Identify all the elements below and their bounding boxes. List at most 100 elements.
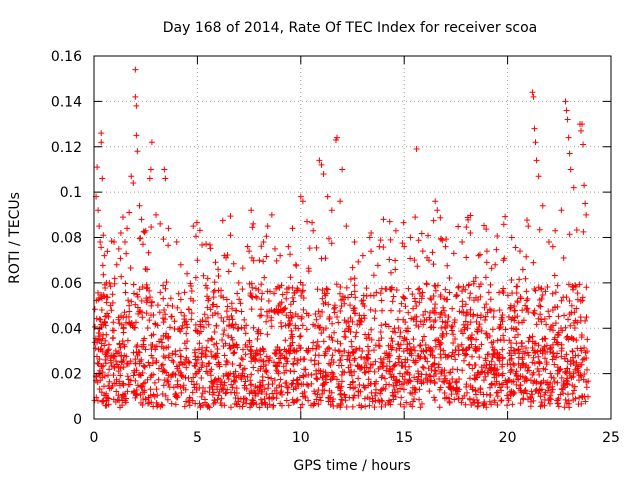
roti-noise-point [153, 386, 160, 393]
roti-noise-point [357, 354, 364, 361]
roti-noise-point [277, 376, 284, 383]
roti-noise-point [342, 334, 349, 341]
roti-noise-point [380, 244, 387, 251]
roti-noise-point [158, 362, 165, 369]
roti-noise-point [532, 287, 539, 294]
roti-noise-point [159, 361, 166, 368]
roti-noise-point [468, 401, 475, 408]
roti-noise-point [471, 297, 478, 304]
roti-noise-point [432, 370, 439, 377]
roti-noise-point [334, 314, 341, 321]
roti-noise-point [500, 332, 507, 339]
roti-noise-point [583, 284, 590, 291]
roti-noise-point [407, 346, 414, 353]
roti-noise-point [117, 255, 124, 262]
roti-noise-point [167, 324, 174, 331]
roti-noise-point [313, 244, 320, 251]
roti-noise-point [446, 369, 453, 376]
roti-noise-point [110, 319, 117, 326]
roti-noise-point [330, 371, 337, 378]
roti-noise-point [390, 293, 397, 300]
roti-noise-point [223, 296, 230, 303]
roti-noise-point [166, 384, 173, 391]
roti-noise-point [141, 363, 148, 370]
roti-noise-point [569, 382, 576, 389]
roti-noise-point [325, 395, 332, 402]
roti-data-point [95, 207, 102, 214]
roti-noise-point [385, 399, 392, 406]
roti-noise-point [468, 335, 475, 342]
roti-noise-point [558, 374, 565, 381]
roti-noise-point [200, 324, 207, 331]
roti-noise-point [550, 327, 557, 334]
roti-noise-point [467, 311, 474, 318]
roti-noise-point [568, 302, 575, 309]
roti-noise-point [425, 365, 432, 372]
roti-noise-point [145, 394, 152, 401]
roti-data-point [413, 146, 420, 153]
roti-noise-point [564, 333, 571, 340]
roti-noise-point [131, 367, 138, 374]
roti-noise-point [519, 266, 526, 273]
roti-noise-point [392, 266, 399, 273]
roti-noise-point [396, 345, 403, 352]
roti-noise-point [585, 378, 592, 385]
roti-noise-point [263, 233, 270, 240]
roti-noise-point [579, 356, 586, 363]
roti-noise-point [162, 285, 169, 292]
roti-noise-point [395, 325, 402, 332]
roti-noise-point [531, 360, 538, 367]
roti-noise-point [407, 255, 414, 262]
roti-noise-point [487, 296, 494, 303]
roti-noise-point [100, 271, 107, 278]
roti-noise-point [539, 402, 546, 409]
roti-noise-point [508, 277, 515, 284]
roti-noise-point [215, 375, 222, 382]
roti-noise-point [538, 379, 545, 386]
roti-noise-point [575, 372, 582, 379]
roti-noise-point [165, 242, 172, 249]
roti-noise-point [249, 389, 256, 396]
roti-noise-point [189, 397, 196, 404]
roti-noise-point [221, 402, 228, 409]
roti-noise-point [206, 241, 213, 248]
roti-noise-point [374, 262, 381, 269]
roti-noise-point [248, 306, 255, 313]
roti-noise-point [118, 273, 125, 280]
roti-noise-point [145, 359, 152, 366]
roti-noise-point [176, 362, 183, 369]
roti-noise-point [109, 335, 116, 342]
roti-noise-point [552, 320, 559, 327]
roti-noise-point [229, 336, 236, 343]
roti-noise-point [109, 327, 116, 334]
roti-noise-point [211, 279, 218, 286]
roti-noise-point [343, 284, 350, 291]
roti-noise-point [241, 373, 248, 380]
roti-noise-point [558, 345, 565, 352]
roti-noise-point [220, 343, 227, 350]
roti-noise-point [249, 224, 256, 231]
roti-noise-point [569, 390, 576, 397]
roti-noise-point [137, 235, 144, 242]
roti-noise-point [252, 293, 259, 300]
roti-noise-point [117, 372, 124, 379]
roti-noise-point [260, 258, 267, 265]
roti-noise-point [341, 300, 348, 307]
roti-noise-point [258, 306, 265, 313]
roti-noise-point [396, 353, 403, 360]
roti-noise-point [364, 354, 371, 361]
roti-noise-point [238, 308, 245, 315]
roti-noise-point [355, 388, 362, 395]
roti-noise-point [482, 365, 489, 372]
roti-noise-point [208, 366, 215, 373]
roti-data-point [285, 243, 292, 250]
roti-noise-point [446, 398, 453, 405]
roti-noise-point [463, 254, 470, 261]
roti-noise-point [427, 378, 434, 385]
roti-noise-point [304, 381, 311, 388]
roti-noise-point [386, 350, 393, 357]
roti-noise-point [259, 290, 266, 297]
roti-noise-point [229, 360, 236, 367]
roti-noise-point [565, 397, 572, 404]
roti-noise-point [378, 374, 385, 381]
